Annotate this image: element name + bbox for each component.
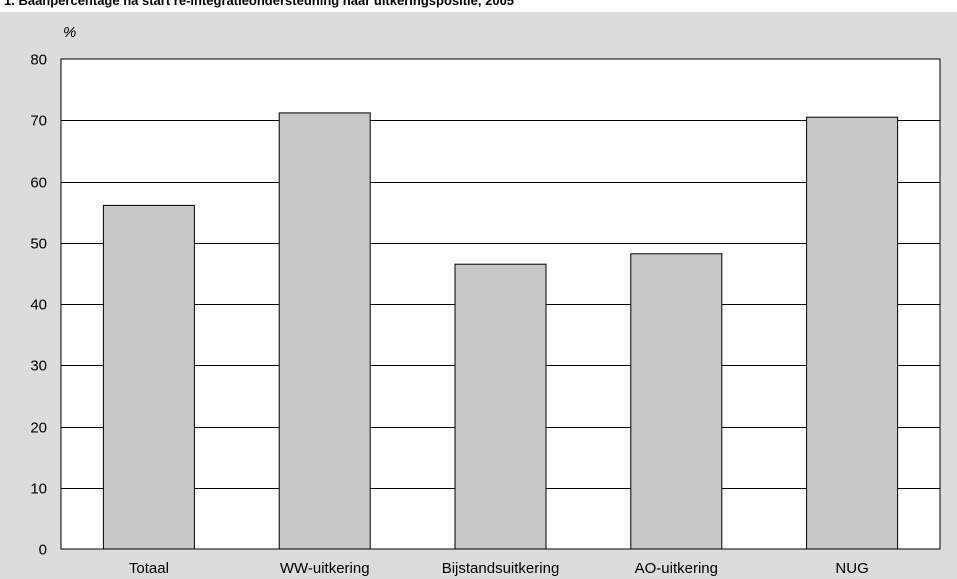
plot-border [60,58,941,550]
bars [102,112,899,550]
y-tick-label: 30 [30,358,47,375]
y-tick-label: 20 [30,420,47,437]
x-tick-label: WW-uitkering [280,560,370,577]
bar [806,116,899,550]
y-axis-label: % [63,24,76,41]
x-tick-label: AO-uitkering [635,560,718,577]
y-tick-label: 80 [30,52,47,69]
bar [278,112,371,550]
bar [454,263,547,550]
x-tick-label: Totaal [129,560,169,577]
chart-title: 1. Baanpercentage na start re-integratie… [4,0,515,8]
y-axis-ticks: 0 10 20 30 40 50 60 70 80 [30,52,47,559]
y-tick-label: 50 [30,236,47,253]
x-tick-label: NUG [835,560,868,577]
y-tick-label: 0 [39,542,47,559]
y-tick-label: 40 [30,297,47,314]
y-tick-label: 60 [30,175,47,192]
x-tick-label: Bijstandsuitkering [442,560,560,577]
bar [630,253,723,550]
y-tick-label: 10 [30,481,47,498]
bar [102,204,195,550]
x-axis-labels: Totaal WW-uitkering Bijstandsuitkering AO-u… [129,560,869,577]
y-tick-label: 70 [30,113,47,130]
